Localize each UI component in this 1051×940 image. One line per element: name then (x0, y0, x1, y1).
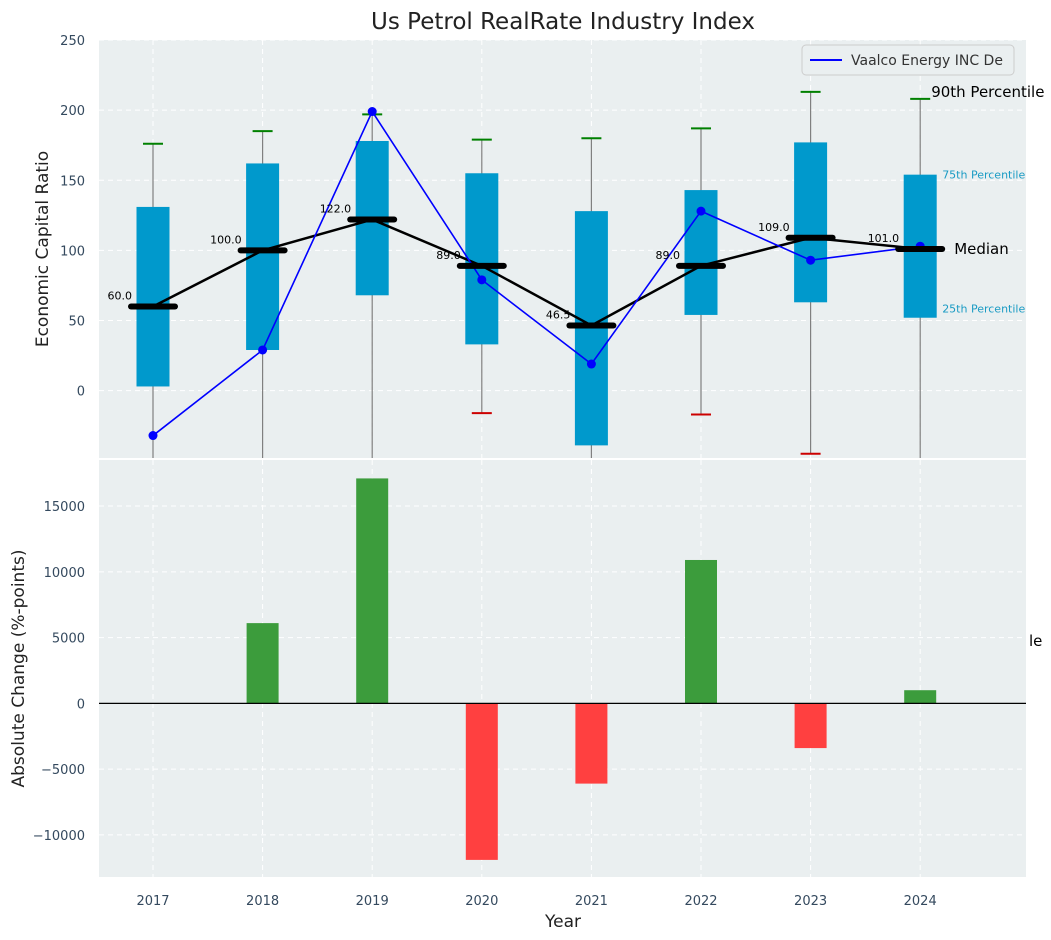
bottom-ytick-label: 0 (77, 697, 85, 712)
xtick-label: 2024 (904, 894, 937, 909)
top-ytick-label: 250 (60, 34, 85, 49)
bottom-side-text: le (1029, 632, 1042, 650)
median-value-label: 100.0 (210, 233, 242, 246)
top-ytick-label: 50 (68, 315, 85, 330)
xtick-label: 2019 (356, 894, 389, 909)
top-ytick-label: 0 (77, 385, 85, 400)
change-bar (794, 703, 827, 749)
change-bar (356, 478, 389, 704)
company-series-point (696, 206, 706, 216)
bottom-ytick-label: −5000 (41, 763, 85, 778)
top-ylabel: Economic Capital Ratio (33, 151, 53, 347)
xtick-label: 2023 (794, 894, 827, 909)
annotation-25th-percentile: 25th Percentile (942, 303, 1025, 316)
top-ytick-label: 150 (60, 174, 85, 189)
median-value-label: 89.0 (436, 249, 461, 262)
bottom-ylabel: Absolute Change (%-points) (9, 550, 29, 788)
bottom-xlabel: Year (544, 912, 581, 932)
legend-label-company: Vaalco Energy INC De (851, 53, 1003, 69)
median-value-label: 89.0 (656, 249, 681, 262)
median-value-label: 122.0 (320, 203, 352, 216)
xtick-label: 2017 (136, 894, 169, 909)
percentile-box (136, 206, 170, 387)
bottom-ytick-label: 15000 (44, 500, 85, 515)
chart-title: Us Petrol RealRate Industry Index (371, 9, 755, 35)
company-series-point (258, 345, 268, 355)
annotation-90th-percentile: 90th Percentile (931, 83, 1044, 101)
annotation-median: Median (954, 240, 1009, 258)
bottom-ytick-label: 10000 (44, 566, 85, 581)
change-bar (575, 703, 608, 784)
xtick-label: 2020 (465, 894, 498, 909)
bottom-ytick-label: −10000 (33, 829, 85, 844)
median-value-label: 109.0 (758, 221, 790, 234)
median-value-label: 46.5 (546, 308, 571, 321)
median-value-label: 60.0 (108, 290, 133, 303)
median-trend-line (152, 218, 921, 327)
company-series-point (586, 359, 596, 369)
bottom-plot-background (99, 460, 1026, 877)
top-ytick-label: 200 (60, 104, 85, 119)
company-series-point (367, 107, 377, 117)
top-ytick-label: 100 (60, 244, 85, 259)
xtick-label: 2022 (684, 894, 717, 909)
change-bar (904, 690, 937, 704)
percentile-box (465, 173, 499, 345)
company-series-point (806, 255, 816, 265)
company-series-line (152, 109, 921, 437)
percentile-box (794, 142, 828, 303)
median-value-label: 101.0 (868, 232, 900, 245)
change-bar (685, 559, 717, 704)
change-bar (465, 703, 498, 860)
bottom-ytick-label: 5000 (52, 632, 85, 647)
company-series-point (477, 275, 487, 285)
change-bar (246, 623, 279, 704)
xtick-label: 2021 (575, 894, 608, 909)
company-series-point (148, 431, 158, 441)
legend-box (801, 44, 1015, 76)
xtick-label: 2018 (246, 894, 279, 909)
annotation-75th-percentile: 75th Percentile (942, 169, 1025, 182)
